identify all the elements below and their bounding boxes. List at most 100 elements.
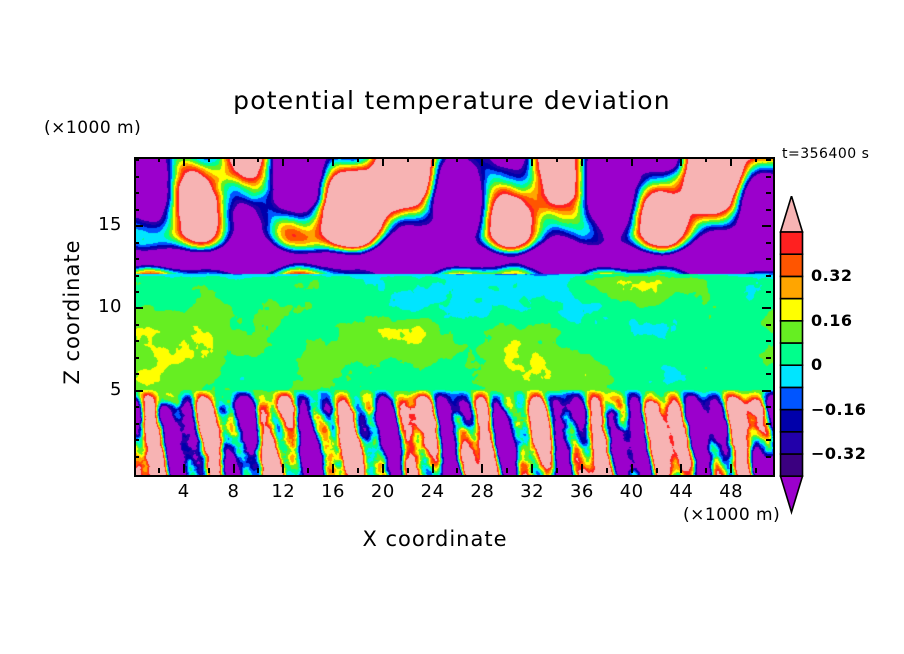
x-tick xyxy=(257,157,260,162)
colorbar-tick-label: −0.32 xyxy=(811,444,867,463)
y-tick xyxy=(134,208,139,211)
y-tick xyxy=(134,389,143,392)
x-tick xyxy=(680,157,683,166)
y-tick xyxy=(134,373,139,376)
x-tick xyxy=(730,464,733,473)
x-tick xyxy=(456,157,459,162)
x-tick xyxy=(705,468,708,473)
x-tick xyxy=(556,468,558,473)
contour-field xyxy=(136,159,773,475)
x-tick xyxy=(730,157,733,166)
colorbar: 0.32 0.16 0 −0.16 −0.32 xyxy=(779,196,904,516)
y-tick-label: 15 xyxy=(98,214,122,236)
colorbar-band xyxy=(779,364,804,389)
y-tick xyxy=(766,340,771,343)
x-axis-label: X coordinate xyxy=(362,527,508,551)
x-tick xyxy=(531,464,534,473)
x-tick xyxy=(282,157,285,166)
time-annotation: t=356400 s xyxy=(782,146,870,162)
x-tick xyxy=(655,157,658,162)
y-tick xyxy=(134,323,139,326)
y-tick xyxy=(134,241,139,244)
y-tick xyxy=(766,241,771,244)
y-tick-label: 10 xyxy=(98,296,122,318)
x-tick xyxy=(207,468,210,473)
x-tick xyxy=(580,464,583,473)
colorbar-tick-label: 0.32 xyxy=(811,266,853,286)
x-tick xyxy=(431,157,434,166)
x-tick xyxy=(630,157,633,166)
x-tick xyxy=(356,468,359,473)
x-tick xyxy=(655,468,658,473)
x-tick xyxy=(605,157,608,162)
x-tick xyxy=(182,157,185,166)
y-tick xyxy=(762,307,771,310)
y-tick xyxy=(134,175,139,178)
colorbar-band xyxy=(779,408,804,433)
y-tick-label: 5 xyxy=(110,378,122,400)
y-tick xyxy=(134,274,139,277)
x-tick xyxy=(182,464,185,473)
x-tick xyxy=(556,157,558,162)
y-tick xyxy=(134,192,139,195)
y-tick xyxy=(134,290,139,293)
colorbar-tick-label: 0 xyxy=(811,355,823,375)
colorbar-band xyxy=(779,253,804,278)
colorbar-band xyxy=(779,297,804,322)
x-tick xyxy=(431,464,434,473)
y-tick xyxy=(766,439,771,442)
y-tick xyxy=(766,455,771,458)
y-tick xyxy=(766,274,771,277)
y-axis-units: (×1000 m) xyxy=(44,118,142,138)
x-tick-label: 44 xyxy=(669,481,694,502)
x-tick-label: 32 xyxy=(520,481,545,502)
x-tick xyxy=(381,157,384,166)
y-tick xyxy=(766,208,771,211)
y-tick xyxy=(134,406,139,409)
x-tick-label: 36 xyxy=(569,481,594,502)
x-tick xyxy=(157,468,160,473)
colorbar-band xyxy=(779,231,804,256)
colorbar-under-arrow xyxy=(779,475,804,515)
x-tick xyxy=(506,468,509,473)
colorbar-band xyxy=(779,320,804,344)
x-tick xyxy=(755,157,758,162)
colorbar-swatches xyxy=(779,196,804,515)
y-tick xyxy=(766,192,771,195)
y-tick xyxy=(766,422,771,425)
x-tick xyxy=(481,157,484,166)
chart-title: potential temperature deviation xyxy=(233,86,671,115)
y-tick xyxy=(766,356,771,359)
y-tick xyxy=(766,406,771,409)
x-tick xyxy=(282,464,285,473)
y-tick xyxy=(766,258,771,261)
x-tick xyxy=(307,157,310,162)
x-tick-label: 16 xyxy=(321,481,346,502)
colorbar-band xyxy=(779,275,804,300)
x-tick xyxy=(580,157,583,166)
x-tick xyxy=(257,468,260,473)
x-tick xyxy=(406,157,409,162)
x-tick-label: 28 xyxy=(470,481,495,502)
x-tick xyxy=(705,157,708,162)
x-tick xyxy=(307,468,310,473)
colorbar-band xyxy=(779,386,804,411)
x-tick xyxy=(456,468,459,473)
x-axis-units: (×1000 m) xyxy=(683,505,781,525)
x-tick-label: 4 xyxy=(177,481,190,502)
x-tick-label: 24 xyxy=(420,481,445,502)
colorbar-tick-label: −0.16 xyxy=(811,399,867,419)
x-tick xyxy=(356,157,359,162)
y-tick xyxy=(766,323,771,326)
y-tick xyxy=(766,290,771,293)
x-tick xyxy=(232,464,235,473)
y-tick xyxy=(134,422,139,425)
x-tick xyxy=(207,157,210,162)
colorbar-band xyxy=(779,431,804,455)
x-tick-label: 20 xyxy=(370,481,395,502)
x-tick xyxy=(406,468,409,473)
x-tick xyxy=(605,468,608,473)
colorbar-over-arrow xyxy=(779,196,804,233)
y-tick xyxy=(766,175,771,178)
